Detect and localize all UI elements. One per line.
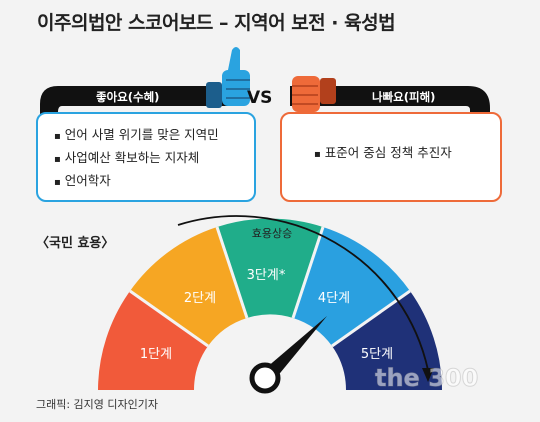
beneficiaries-box: 언어 사멸 위기를 맞은 지역민 사업예산 확보하는 지자체 언어학자 — [36, 112, 256, 202]
gauge-segment-5 — [332, 291, 442, 390]
gauge-level-3-label: 3단계* — [247, 268, 286, 283]
gauge-level-2-label: 2단계 — [184, 291, 216, 306]
section-title: 〈국민 효용〉 — [36, 236, 115, 251]
gauge-needle — [249, 316, 327, 394]
utility-rise-arrow — [177, 215, 429, 371]
graphic-credit: 그래픽: 김지영 디자인기자 — [36, 398, 159, 411]
loser-item: 표준어 중심 정책 추진자 — [314, 142, 500, 161]
gauge-level-5-label: 5단계 — [361, 347, 393, 362]
gauge-segment-1 — [98, 291, 208, 390]
gauge-level-4-label: 4단계 — [318, 291, 350, 306]
vs-label: VS — [247, 88, 273, 108]
utility-gauge: 1단계 2단계 3단계* 4단계 5단계 효용상승 — [98, 215, 442, 394]
beneficiary-item: 언어학자 — [54, 170, 254, 189]
gauge-segment-3 — [217, 218, 323, 318]
gauge-level-1-label: 1단계 — [140, 347, 172, 362]
losers-box: 표준어 중심 정책 추진자 — [280, 112, 502, 202]
right-band — [290, 86, 490, 132]
beneficiary-item: 사업예산 확보하는 지자체 — [54, 147, 254, 166]
page-title: 이주의법안 스코어보드 – 지역어 보전 · 육성법 — [37, 12, 396, 34]
left-band — [40, 86, 244, 132]
dislikes-label: 나빠요(피해) — [372, 90, 436, 104]
gauge-segment-4 — [293, 227, 410, 346]
thumbs-up-icon — [206, 47, 250, 108]
beneficiary-item: 언어 사멸 위기를 맞은 지역민 — [54, 124, 254, 143]
likes-label: 좋아요(수혜) — [96, 90, 160, 104]
gauge-segment-2 — [130, 227, 247, 346]
the300-watermark: the 300 — [375, 364, 478, 392]
gauge-top-label: 효용상승 — [252, 227, 292, 240]
